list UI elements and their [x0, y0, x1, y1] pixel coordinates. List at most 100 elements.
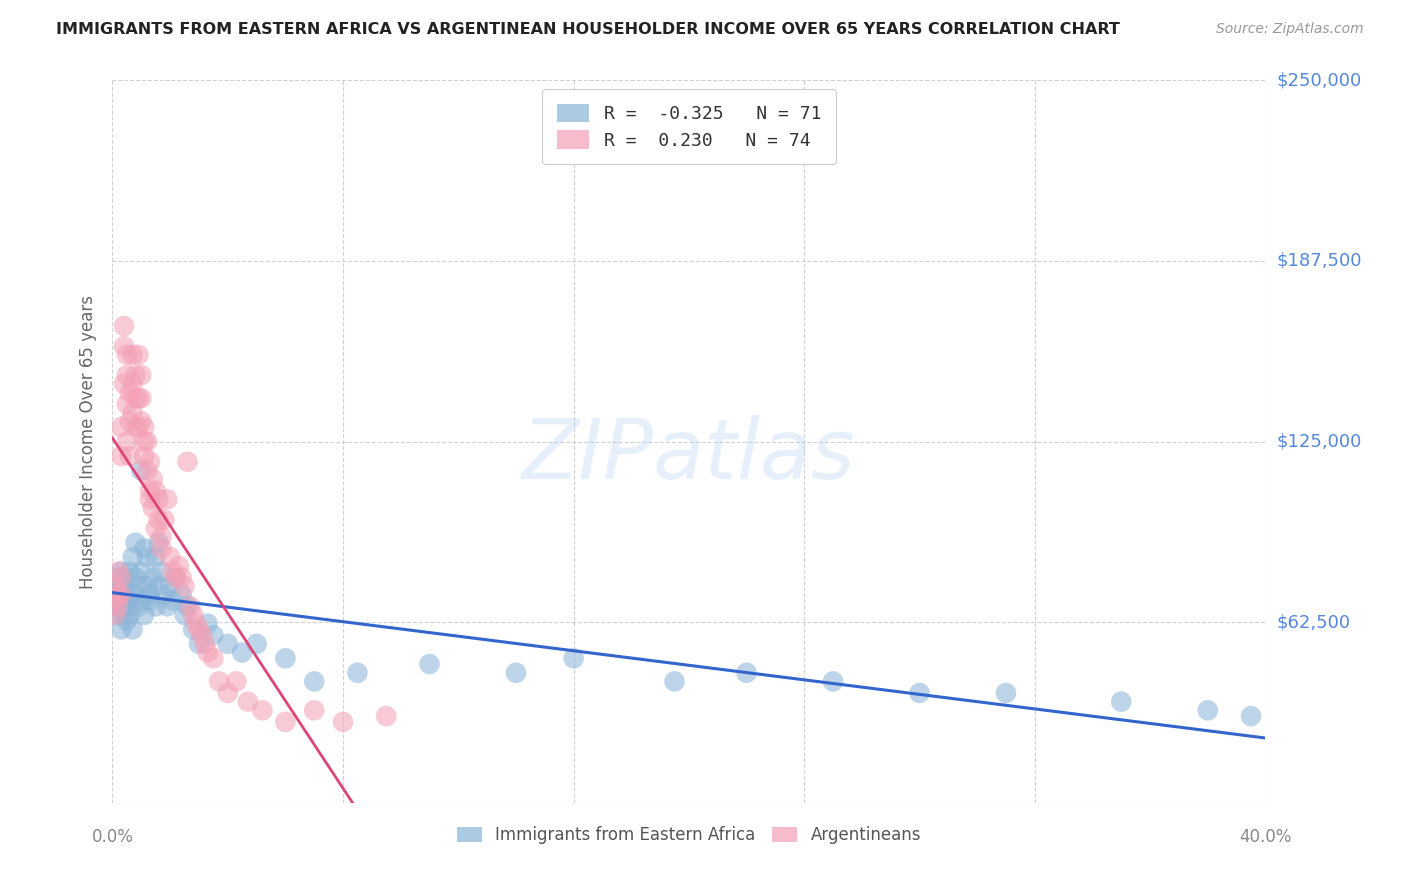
Point [142, 472, 165, 486]
Point [104, 599, 127, 614]
Point [112, 339, 135, 353]
Point [104, 579, 127, 593]
Point [332, 714, 354, 729]
Point [153, 588, 176, 602]
Point [170, 588, 193, 602]
Point [1197, 703, 1219, 717]
Point [104, 607, 127, 622]
Point [159, 579, 181, 593]
Point [107, 588, 129, 602]
Point [217, 637, 239, 651]
Point [208, 674, 231, 689]
Point [115, 434, 138, 449]
Text: ZIPatlas: ZIPatlas [522, 416, 856, 497]
Point [156, 492, 179, 507]
Point [104, 593, 127, 607]
Point [197, 646, 219, 660]
Point [121, 588, 143, 602]
Point [115, 614, 138, 628]
Point [139, 455, 162, 469]
Point [112, 588, 135, 602]
Legend: Immigrants from Eastern Africa, Argentineans: Immigrants from Eastern Africa, Argentin… [449, 818, 929, 852]
Text: 40.0%: 40.0% [1239, 828, 1292, 846]
Point [110, 623, 132, 637]
Point [145, 599, 167, 614]
Point [112, 318, 135, 333]
Point [188, 637, 211, 651]
Point [107, 565, 129, 579]
Point [129, 463, 153, 477]
Point [139, 588, 162, 602]
Point [194, 637, 217, 651]
Point [1240, 709, 1263, 723]
Point [1111, 695, 1133, 709]
Point [274, 651, 297, 665]
Point [139, 593, 162, 607]
Point [145, 550, 167, 565]
Text: $125,000: $125,000 [1277, 433, 1362, 450]
Point [165, 570, 187, 584]
Point [110, 420, 132, 434]
Point [129, 593, 153, 607]
Point [112, 376, 135, 391]
Point [148, 492, 170, 507]
Point [121, 550, 143, 565]
Point [121, 406, 143, 420]
Point [150, 530, 173, 544]
Point [129, 414, 153, 428]
Point [150, 541, 173, 556]
Point [202, 651, 225, 665]
Point [202, 628, 225, 642]
Point [124, 368, 146, 382]
Point [118, 449, 141, 463]
Point [562, 651, 585, 665]
Point [124, 391, 146, 405]
Point [274, 714, 297, 729]
Point [110, 579, 132, 593]
Point [127, 579, 149, 593]
Point [176, 455, 198, 469]
Point [181, 607, 204, 622]
Point [112, 607, 135, 622]
Point [129, 565, 153, 579]
Point [107, 570, 129, 584]
Point [121, 348, 143, 362]
Point [115, 579, 138, 593]
Point [188, 623, 211, 637]
Point [115, 348, 138, 362]
Point [127, 391, 149, 405]
Point [505, 665, 527, 680]
Point [134, 541, 156, 556]
Point [142, 570, 165, 584]
Point [167, 558, 190, 573]
Point [134, 607, 156, 622]
Point [162, 565, 184, 579]
Point [129, 368, 153, 382]
Point [148, 512, 170, 526]
Point [118, 607, 141, 622]
Point [136, 463, 159, 477]
Point [127, 348, 149, 362]
Point [346, 665, 368, 680]
Point [735, 665, 758, 680]
Text: 0.0%: 0.0% [91, 828, 134, 846]
Point [181, 623, 204, 637]
Point [124, 570, 146, 584]
Point [110, 588, 132, 602]
Point [127, 599, 149, 614]
Point [124, 420, 146, 434]
Point [165, 570, 187, 584]
Point [124, 535, 146, 549]
Text: $62,500: $62,500 [1277, 613, 1351, 632]
Point [145, 521, 167, 535]
Point [127, 420, 149, 434]
Point [159, 550, 181, 565]
Point [118, 565, 141, 579]
Point [136, 550, 159, 565]
Point [375, 709, 398, 723]
Text: $250,000: $250,000 [1277, 71, 1362, 89]
Point [110, 570, 132, 584]
Point [153, 512, 176, 526]
Point [197, 616, 219, 631]
Point [142, 501, 165, 516]
